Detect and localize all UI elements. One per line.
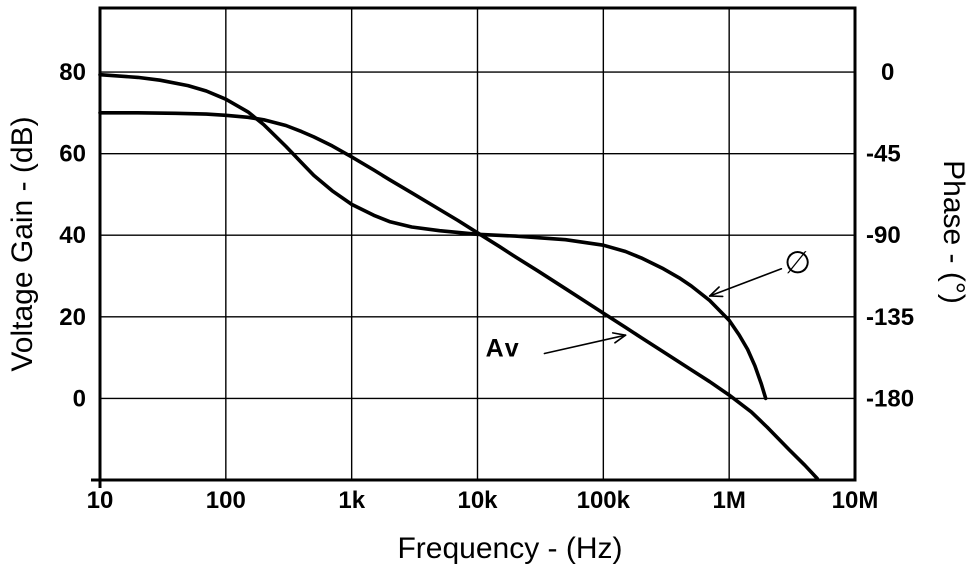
y-left-tick-label: 80 xyxy=(59,59,86,86)
y-left-tick-label: 20 xyxy=(59,304,86,331)
y-left-tick-label: 0 xyxy=(73,385,86,412)
y-right-tick-label: -90 xyxy=(866,222,901,249)
y-right-axis-title: Phase - (°) xyxy=(937,160,970,304)
y-right-tick-label: 0 xyxy=(881,59,894,86)
phase-curve-label: ∅ xyxy=(784,245,811,281)
y-left-tick-label: 40 xyxy=(59,222,86,249)
y-right-tick-label: -180 xyxy=(866,385,914,412)
y-left-tick-label: 60 xyxy=(59,141,86,168)
x-axis-title: Frequency - (Hz) xyxy=(397,532,622,565)
y-left-axis-title: Voltage Gain - (dB) xyxy=(6,116,39,371)
x-tick-label: 1M xyxy=(713,487,746,514)
gain-curve-label: Av xyxy=(486,334,521,362)
x-tick-label: 100 xyxy=(206,487,246,514)
x-tick-label: 10k xyxy=(457,487,498,514)
x-tick-label: 1k xyxy=(338,487,365,514)
x-tick-label: 10M xyxy=(832,487,879,514)
x-tick-label: 100k xyxy=(577,487,631,514)
y-right-tick-label: -135 xyxy=(866,304,914,331)
x-tick-label: 10 xyxy=(87,487,114,514)
y-right-tick-label: -45 xyxy=(866,141,901,168)
